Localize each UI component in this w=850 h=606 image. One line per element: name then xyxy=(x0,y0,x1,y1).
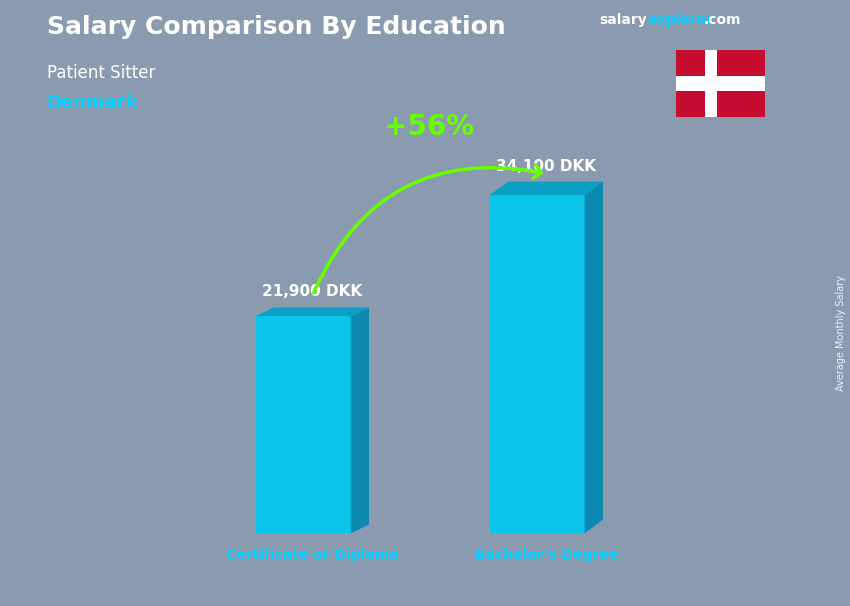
Text: Average Monthly Salary: Average Monthly Salary xyxy=(836,275,846,391)
Text: +56%: +56% xyxy=(384,113,474,141)
Text: .com: .com xyxy=(704,13,741,27)
Polygon shape xyxy=(351,307,369,533)
Polygon shape xyxy=(676,50,765,117)
Text: explorer: explorer xyxy=(648,13,714,27)
Text: 34,100 DKK: 34,100 DKK xyxy=(496,159,596,174)
Polygon shape xyxy=(490,182,603,195)
Polygon shape xyxy=(256,307,369,316)
Polygon shape xyxy=(676,76,765,90)
Polygon shape xyxy=(490,195,585,533)
Text: Patient Sitter: Patient Sitter xyxy=(47,64,155,82)
Polygon shape xyxy=(256,316,351,533)
Text: Certificate or Diploma: Certificate or Diploma xyxy=(226,548,399,562)
Text: 21,900 DKK: 21,900 DKK xyxy=(263,284,362,299)
Text: Bachelor's Degree: Bachelor's Degree xyxy=(474,548,618,562)
Text: Salary Comparison By Education: Salary Comparison By Education xyxy=(47,15,506,39)
Polygon shape xyxy=(705,50,717,117)
Text: Denmark: Denmark xyxy=(47,94,139,112)
Polygon shape xyxy=(585,182,603,533)
Text: salary: salary xyxy=(599,13,647,27)
